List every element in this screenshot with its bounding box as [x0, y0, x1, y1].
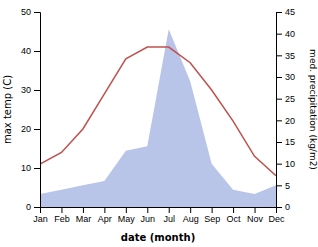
tick-label: 15	[285, 137, 295, 147]
tick-label: Dec	[268, 214, 285, 224]
tick-mark	[83, 207, 84, 213]
tick-mark	[34, 12, 40, 13]
tick-mark	[34, 168, 40, 169]
tick-mark	[147, 207, 148, 213]
tick-label: Jan	[33, 214, 48, 224]
tick: 40	[21, 46, 40, 56]
tick: 40	[276, 29, 295, 39]
tick: Dec	[268, 207, 285, 224]
tick: 30	[21, 85, 40, 95]
tick: May	[118, 207, 136, 224]
tick: 0	[276, 202, 290, 212]
tick: 20	[21, 124, 40, 134]
tick-mark	[169, 207, 170, 213]
chart: JanFebMarAprMayJunJulAugSepOctNovDec0102…	[0, 0, 318, 247]
tick: 0	[26, 202, 40, 212]
tick-label: 10	[285, 159, 295, 169]
tick-mark	[104, 207, 105, 213]
tick: 30	[276, 72, 295, 82]
tick: Sep	[204, 207, 220, 224]
tick-mark	[276, 55, 282, 56]
tick: Nov	[247, 207, 264, 224]
tick-label: Feb	[54, 214, 70, 224]
tick-label: Jul	[163, 214, 175, 224]
x-axis-line	[41, 208, 277, 214]
y2-axis: 0 5 10 15 20 25 30 35 40 45	[276, 7, 295, 212]
y-axis-line	[34, 13, 41, 208]
x-axis: Jan Feb Mar Apr May Jun Jul Aug Sep Oct Nov Dec	[33, 207, 285, 224]
tick-mark	[34, 129, 40, 130]
tick: Jul	[163, 207, 175, 224]
tick-mark	[276, 99, 282, 100]
tick-mark	[276, 34, 282, 35]
tick-mark	[276, 120, 282, 121]
tick: 20	[276, 116, 295, 126]
plot: JanFebMarAprMayJunJulAugSepOctNovDec0102…	[21, 7, 295, 224]
tick-label: Oct	[227, 214, 242, 224]
tick-label: Aug	[183, 214, 199, 224]
tick-mark	[276, 77, 282, 78]
tick: Mar	[76, 207, 92, 224]
tick: Jun	[141, 207, 156, 224]
tick-mark	[233, 207, 234, 213]
tick-label: Apr	[98, 214, 112, 224]
tick-mark	[34, 207, 40, 208]
tick: 35	[276, 51, 295, 61]
tick-label: 45	[285, 7, 295, 17]
tick-label: 40	[21, 46, 31, 56]
y-axis: 0 10 20 30 40 50	[21, 7, 41, 212]
tick-label: 35	[285, 51, 295, 61]
tick-mark	[255, 207, 256, 213]
tick: Aug	[183, 207, 199, 224]
tick: 10	[21, 163, 40, 173]
tick-label: 30	[21, 85, 31, 95]
y2-axis-title: med. precipitation (kg/m2)	[308, 49, 318, 170]
tick-label: 40	[285, 29, 295, 39]
tick-label: 30	[285, 72, 295, 82]
tick-label: 25	[285, 94, 295, 104]
x-axis-title: date (month)	[121, 232, 195, 243]
tick-label: 0	[26, 202, 31, 212]
tick: Oct	[227, 207, 242, 224]
tick: 5	[276, 181, 290, 191]
tick: Feb	[54, 207, 70, 224]
line	[40, 47, 276, 176]
tick-label: Mar	[76, 214, 92, 224]
tick-label: Nov	[247, 214, 264, 224]
tick-label: May	[118, 214, 136, 224]
tick-label: 10	[21, 163, 31, 173]
tick-label: Sep	[204, 214, 220, 224]
tick-mark	[34, 51, 40, 52]
tick: 15	[276, 137, 295, 147]
tick: 25	[276, 94, 295, 104]
tick-mark	[61, 207, 62, 213]
y2-axis-line	[277, 13, 283, 208]
area	[40, 29, 276, 207]
marks	[40, 29, 276, 207]
tick-mark	[34, 90, 40, 91]
tick-label: 20	[285, 116, 295, 126]
tick-label: Jun	[141, 214, 156, 224]
tick: 10	[276, 159, 295, 169]
tick: Apr	[98, 207, 112, 224]
tick-mark	[126, 207, 127, 213]
tick-mark	[190, 207, 191, 213]
tick: 50	[21, 7, 40, 17]
tick: 45	[276, 7, 295, 17]
tick-mark	[276, 12, 282, 13]
tick-label: 20	[21, 124, 31, 134]
tick: Jan	[33, 207, 48, 224]
tick-mark	[276, 164, 282, 165]
y-axis-title: max temp (C)	[2, 75, 13, 144]
tick-mark	[212, 207, 213, 213]
tick-mark	[276, 142, 282, 143]
tick-label: 50	[21, 7, 31, 17]
tick-mark	[276, 207, 282, 208]
tick-label: 0	[285, 202, 290, 212]
tick-label: 5	[285, 181, 290, 191]
tick-mark	[276, 185, 282, 186]
